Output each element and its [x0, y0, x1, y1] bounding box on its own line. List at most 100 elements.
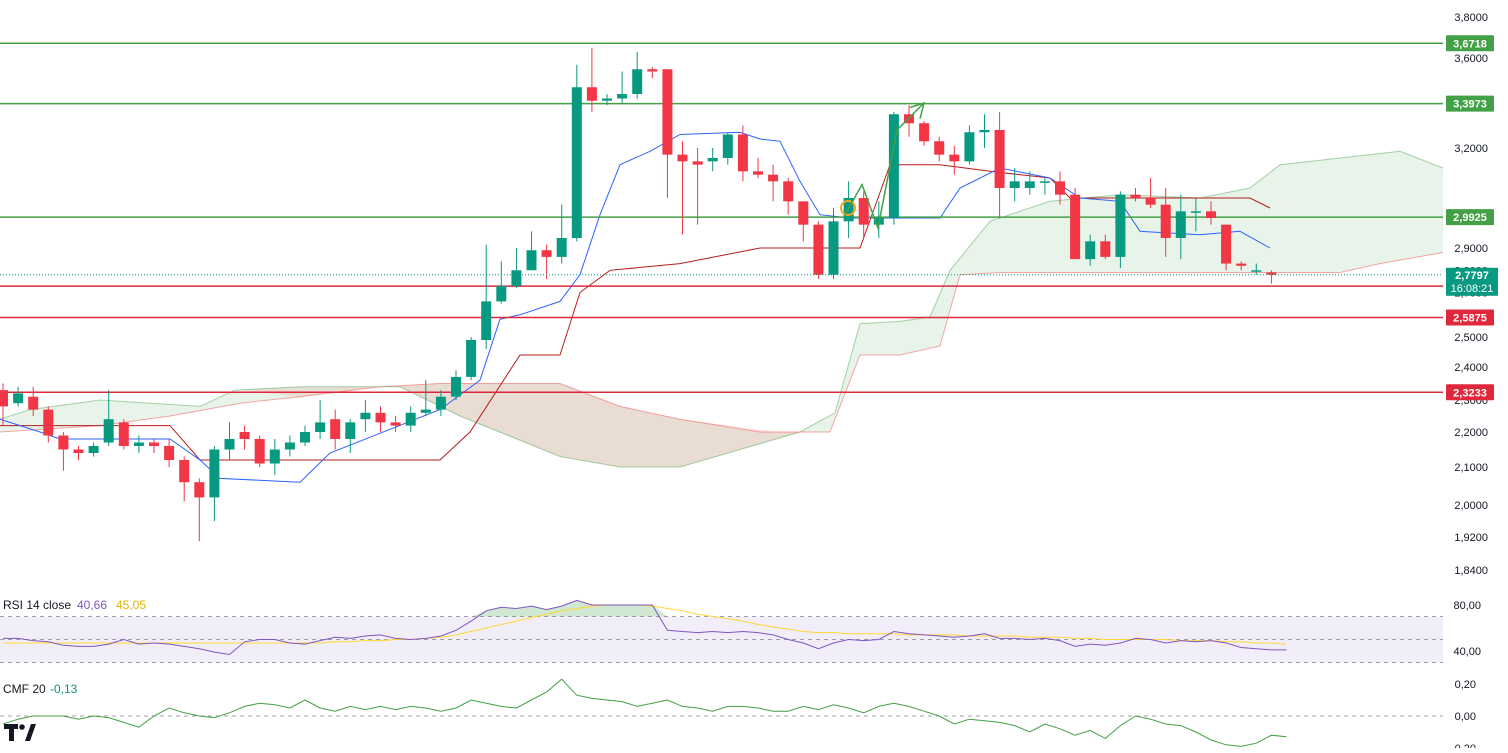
cmf-line [2, 678, 1287, 747]
pattern-arrow-head [909, 101, 926, 119]
level-lines [0, 42, 1443, 394]
candle-body [1100, 241, 1111, 257]
candle-body [1221, 224, 1232, 264]
candle-body [1236, 263, 1247, 266]
price-tick-label: 1,8400 [1454, 565, 1488, 577]
candle-body [224, 439, 235, 450]
candle-body [118, 422, 129, 446]
candle-body [13, 393, 24, 404]
candle-body [466, 340, 477, 377]
candle-body [1206, 211, 1216, 218]
candle-body [617, 94, 628, 99]
price-tick-label: 3,6000 [1454, 53, 1488, 65]
candle-body [496, 285, 507, 302]
price-tick-label: 2,0000 [1454, 500, 1488, 512]
candle-body [360, 412, 371, 420]
level-tag-label: 2,5875 [1453, 313, 1487, 325]
candle-body [798, 201, 809, 225]
candle-body [707, 158, 718, 162]
candle-body [1130, 194, 1141, 198]
level-tag-label: 2,3233 [1453, 387, 1487, 399]
rsi-ma-line [3, 604, 1287, 645]
candle-body [571, 87, 582, 238]
kijun-sen [0, 164, 1271, 461]
rsi-panel: 80,00 40,00 [0, 599, 1481, 663]
candle-body [73, 449, 84, 453]
candle-body [179, 460, 190, 483]
candle-body [88, 446, 99, 453]
candle-body [1070, 194, 1081, 260]
candle-body [979, 130, 990, 133]
candle-body [284, 442, 295, 450]
candle-body [783, 181, 794, 202]
rsi-axis-label: 40,00 [1453, 646, 1481, 658]
candle-body [451, 376, 461, 397]
candle-body [315, 422, 326, 432]
candles [0, 47, 1277, 542]
candle-body [390, 422, 401, 426]
price-tick-label: 3,2000 [1454, 143, 1488, 155]
candle-body [722, 134, 733, 158]
level-tag-bg [1446, 309, 1494, 326]
price-axis: 3,80003,60003,20002,90002,80002,70002,50… [1454, 12, 1488, 577]
cloud-fill-bear [240, 383, 830, 467]
candle-body [300, 432, 310, 443]
candle-body [1085, 241, 1096, 260]
candle-body [813, 224, 824, 275]
price-tick-label: 2,4000 [1454, 362, 1488, 374]
candle-body [753, 171, 763, 175]
cmf-axis-label: 0,20 [1455, 679, 1476, 691]
candle-body [647, 69, 658, 72]
candle-body [949, 154, 960, 162]
kijun-line [0, 164, 1271, 461]
candle-body [254, 439, 265, 464]
price-tick-label: 3,8000 [1454, 12, 1488, 24]
candle-body [194, 482, 205, 498]
candle-body [239, 432, 250, 439]
candle-body [556, 238, 567, 257]
candle-body [1251, 270, 1262, 272]
candle-body [677, 154, 688, 162]
candle-body [1160, 204, 1171, 238]
candle-body [1145, 198, 1156, 205]
candle-body [511, 270, 522, 286]
price-tick-label: 2,9000 [1454, 243, 1488, 255]
rsi-line [3, 599, 1287, 656]
candle-body [375, 412, 386, 423]
candle-body [1115, 194, 1126, 257]
candle-body [934, 141, 945, 155]
candle-body [405, 412, 416, 426]
candle-body [602, 98, 612, 101]
candle-body [28, 396, 39, 410]
price-tick-label: 2,2000 [1454, 427, 1488, 439]
candle-body [481, 301, 492, 340]
rsi-title[interactable]: RSI 14 close [3, 598, 71, 612]
tradingview-logo[interactable] [4, 724, 36, 741]
candle-body [149, 442, 159, 446]
candle-body [209, 449, 220, 498]
candle-body [330, 419, 341, 439]
candle-body [103, 419, 114, 443]
candle-body [269, 449, 280, 464]
cmf-panel: 0,20 0,00 -0,20 [0, 678, 1476, 753]
price-tick-label: 1,9200 [1454, 532, 1488, 544]
cloud-fill-bull [0, 151, 1443, 468]
rsi-ma-value: 45,05 [116, 598, 146, 612]
rsi-overbought-fill [3, 600, 1287, 617]
candle-body [58, 435, 69, 450]
level-tag-bg [1446, 95, 1494, 112]
pattern-circle [840, 200, 856, 216]
candle-body [526, 250, 537, 271]
cmf-value: -0,13 [50, 682, 78, 696]
cmf-title[interactable]: CMF 20 [3, 682, 46, 696]
level-tag-bg [1446, 209, 1494, 226]
pattern-arrow-path [844, 102, 925, 231]
candle-body [662, 69, 673, 155]
current-price-bg [1446, 267, 1498, 296]
candle-body [919, 123, 930, 142]
ichimoku-cloud [0, 150, 1444, 468]
candle-body [828, 221, 839, 275]
